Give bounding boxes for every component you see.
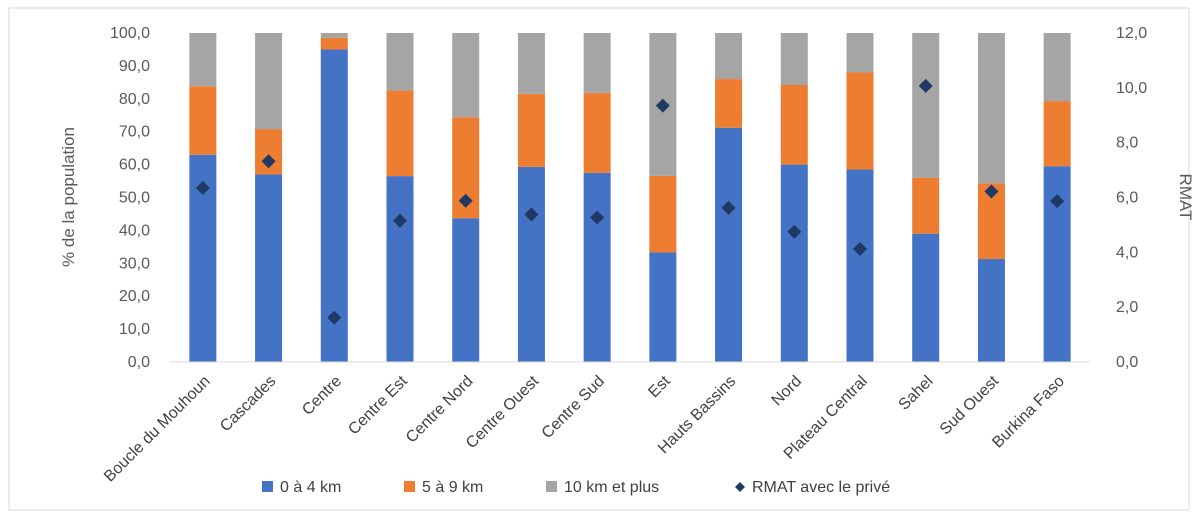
bar-segment-2 xyxy=(846,72,874,170)
bar-segment-2 xyxy=(320,37,348,50)
legend-label: 5 à 9 km xyxy=(422,479,483,496)
bar-segment-2 xyxy=(780,84,808,165)
rmat-marker xyxy=(590,210,605,225)
bar-segment-3 xyxy=(846,33,874,73)
bar-segment-3 xyxy=(386,33,414,91)
bar-segment-2 xyxy=(517,93,545,167)
y-tick-label: 40,0 xyxy=(119,222,150,239)
bar-segment-1 xyxy=(255,174,283,362)
legend-swatch xyxy=(546,481,557,492)
bar-segment-3 xyxy=(977,33,1005,184)
bar-segment-3 xyxy=(189,33,217,87)
legend-label: RMAT avec le privé xyxy=(752,479,890,496)
y2-tick-label: 4,0 xyxy=(1116,244,1138,261)
y2-tick-label: 8,0 xyxy=(1116,135,1138,152)
rmat-marker xyxy=(787,224,802,239)
bar-segment-3 xyxy=(452,33,480,118)
y-tick-label: 50,0 xyxy=(119,190,150,207)
legend-label: 0 à 4 km xyxy=(280,479,341,496)
y2-tick-label: 12,0 xyxy=(1116,25,1147,42)
y2-tick-label: 10,0 xyxy=(1116,80,1147,97)
rmat-marker xyxy=(918,78,933,93)
y-tick-label: 20,0 xyxy=(119,288,150,305)
bars-layer xyxy=(189,33,1071,362)
y2-axis-title: RMAT xyxy=(1176,174,1195,221)
legend-swatch xyxy=(735,482,745,492)
rmat-marker xyxy=(261,154,276,169)
bar-segment-3 xyxy=(320,33,348,38)
y-tick-label: 0,0 xyxy=(128,354,150,371)
bar-segment-2 xyxy=(1043,101,1071,167)
bar-segment-2 xyxy=(649,175,677,253)
y-axis-title: % de la population xyxy=(59,127,78,267)
bar-segment-1 xyxy=(780,164,808,362)
legend: 0 à 4 km 5 à 9 km 10 km et plus RMAT avec l… xyxy=(262,479,890,496)
rmat-marker xyxy=(721,200,736,215)
bar-segment-1 xyxy=(715,127,743,362)
bar-segment-1 xyxy=(977,259,1005,362)
bar-segment-1 xyxy=(912,233,940,362)
y-tick-label: 80,0 xyxy=(119,91,150,108)
y-tick-label: 30,0 xyxy=(119,255,150,272)
bar-segment-3 xyxy=(715,33,743,80)
rmat-marker xyxy=(458,193,473,208)
rmat-marker xyxy=(984,184,999,199)
bar-segment-1 xyxy=(649,252,677,362)
rmat-marker xyxy=(524,207,539,222)
bar-segment-2 xyxy=(715,79,743,128)
bar-segment-3 xyxy=(780,33,808,85)
y-tick-label: 70,0 xyxy=(119,124,150,141)
rmat-marker xyxy=(393,213,407,228)
rmat-marker xyxy=(853,242,867,257)
bar-segment-3 xyxy=(255,33,283,130)
bar-segment-1 xyxy=(846,169,874,362)
bar-segment-1 xyxy=(583,172,611,362)
bar-segment-2 xyxy=(386,90,414,177)
legend-swatch xyxy=(404,481,415,492)
rmat-marker xyxy=(327,310,342,325)
bar-segment-1 xyxy=(386,176,414,362)
y-axis-left: 0,0 10,0 20,0 30,0 40,0 50,0 60,0 70,0 80,0 90,0 1… xyxy=(110,25,150,371)
bar-segment-1 xyxy=(452,218,480,362)
bar-segment-2 xyxy=(583,92,611,173)
rmat-marker xyxy=(1050,194,1065,209)
y-axis-right: 0,0 2,0 4,0 6,0 8,0 10,0 12,0 xyxy=(1116,25,1147,371)
bar-segment-1 xyxy=(517,166,545,362)
rmat-marker xyxy=(655,98,670,113)
rmat-marker xyxy=(195,180,210,195)
legend-label: 10 km et plus xyxy=(564,479,659,496)
bar-segment-1 xyxy=(320,49,348,362)
bar-segment-3 xyxy=(517,33,545,94)
y-tick-label: 10,0 xyxy=(119,321,150,338)
legend-swatch xyxy=(262,481,273,492)
y2-tick-label: 2,0 xyxy=(1116,299,1138,316)
bar-segment-3 xyxy=(1043,33,1071,102)
y-tick-label: 90,0 xyxy=(119,58,150,75)
y2-tick-label: 6,0 xyxy=(1116,190,1138,207)
y-tick-label: 100,0 xyxy=(110,25,150,42)
markers-layer xyxy=(195,78,1065,325)
y-tick-label: 60,0 xyxy=(119,157,150,174)
bar-segment-2 xyxy=(189,86,217,155)
bar-segment-3 xyxy=(583,33,611,93)
bar-segment-3 xyxy=(912,33,940,178)
bar-segment-2 xyxy=(912,177,940,234)
y2-tick-label: 0,0 xyxy=(1116,354,1138,371)
